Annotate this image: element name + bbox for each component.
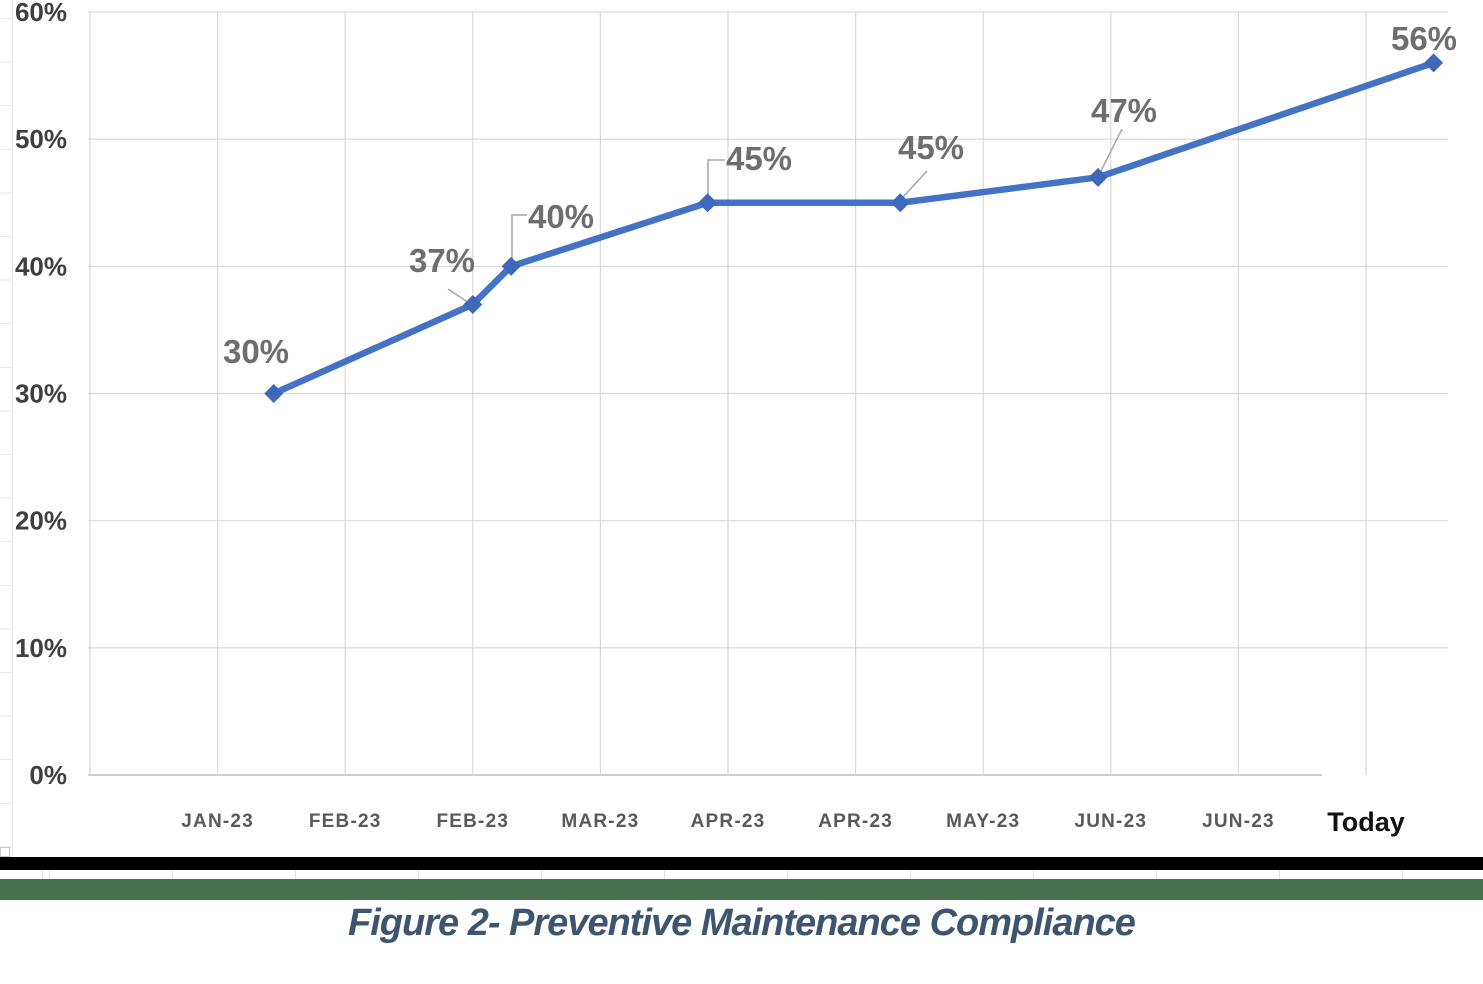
x-axis-tick-label: MAR-23 <box>561 811 639 832</box>
y-axis-tick-label: 0% <box>29 760 67 790</box>
data-label: 45% <box>898 129 964 166</box>
y-axis-tick-label: 20% <box>15 506 67 536</box>
x-axis-tick-label: JUN-23 <box>1074 811 1147 832</box>
spreadsheet-gap-row <box>0 870 1483 879</box>
y-axis-tick-label: 30% <box>15 379 67 409</box>
data-point-marker <box>890 193 910 213</box>
data-point-marker <box>501 256 521 276</box>
x-axis-tick-label: FEB-23 <box>309 811 382 832</box>
x-axis-tick-label: JAN-23 <box>181 811 254 832</box>
x-axis-tick-label: FEB-23 <box>436 811 509 832</box>
x-axis-tick-label: APR-23 <box>691 811 766 832</box>
spreadsheet-column-border <box>12 0 13 856</box>
data-label: 37% <box>409 242 475 279</box>
data-point-marker <box>698 193 718 213</box>
data-label-leader <box>447 288 470 304</box>
x-axis-label-today: Today <box>1327 807 1405 837</box>
data-point-marker <box>463 294 483 314</box>
figure-caption: Figure 2- Preventive Maintenance Complia… <box>348 902 1136 944</box>
data-label: 40% <box>528 198 594 235</box>
data-label-leader <box>511 214 527 261</box>
data-label: 47% <box>1091 92 1157 129</box>
y-axis-tick-label: 50% <box>15 124 67 154</box>
data-label: 45% <box>726 140 792 177</box>
green-separator-band <box>0 879 1483 900</box>
spreadsheet-cell-corner-mark <box>0 847 10 857</box>
data-label: 30% <box>223 333 289 370</box>
data-label-leader <box>1100 128 1123 172</box>
data-point-marker <box>1424 53 1444 73</box>
y-axis-tick-label: 10% <box>15 633 67 663</box>
x-axis-tick-label: JUN-23 <box>1202 811 1275 832</box>
y-axis-tick-label: 60% <box>15 0 67 27</box>
data-point-marker <box>264 384 284 403</box>
data-label-leader <box>707 159 725 197</box>
x-axis-tick-label: APR-23 <box>818 811 893 832</box>
spreadsheet-row-lines <box>0 18 13 856</box>
x-axis-tick-label: MAY-23 <box>946 811 1020 832</box>
data-label-leader <box>902 170 928 198</box>
data-label: 56% <box>1391 20 1457 57</box>
compliance-series-line <box>270 59 1437 397</box>
y-axis-tick-label: 40% <box>15 251 67 281</box>
preventive-maintenance-compliance-line-chart: 0% 10% 20% 30% 40% 50% 60% JAN-23 FEB-23 FEB-23 MA… <box>15 0 1457 837</box>
data-point-marker <box>1088 167 1108 187</box>
separator-black-bar <box>0 857 1483 870</box>
